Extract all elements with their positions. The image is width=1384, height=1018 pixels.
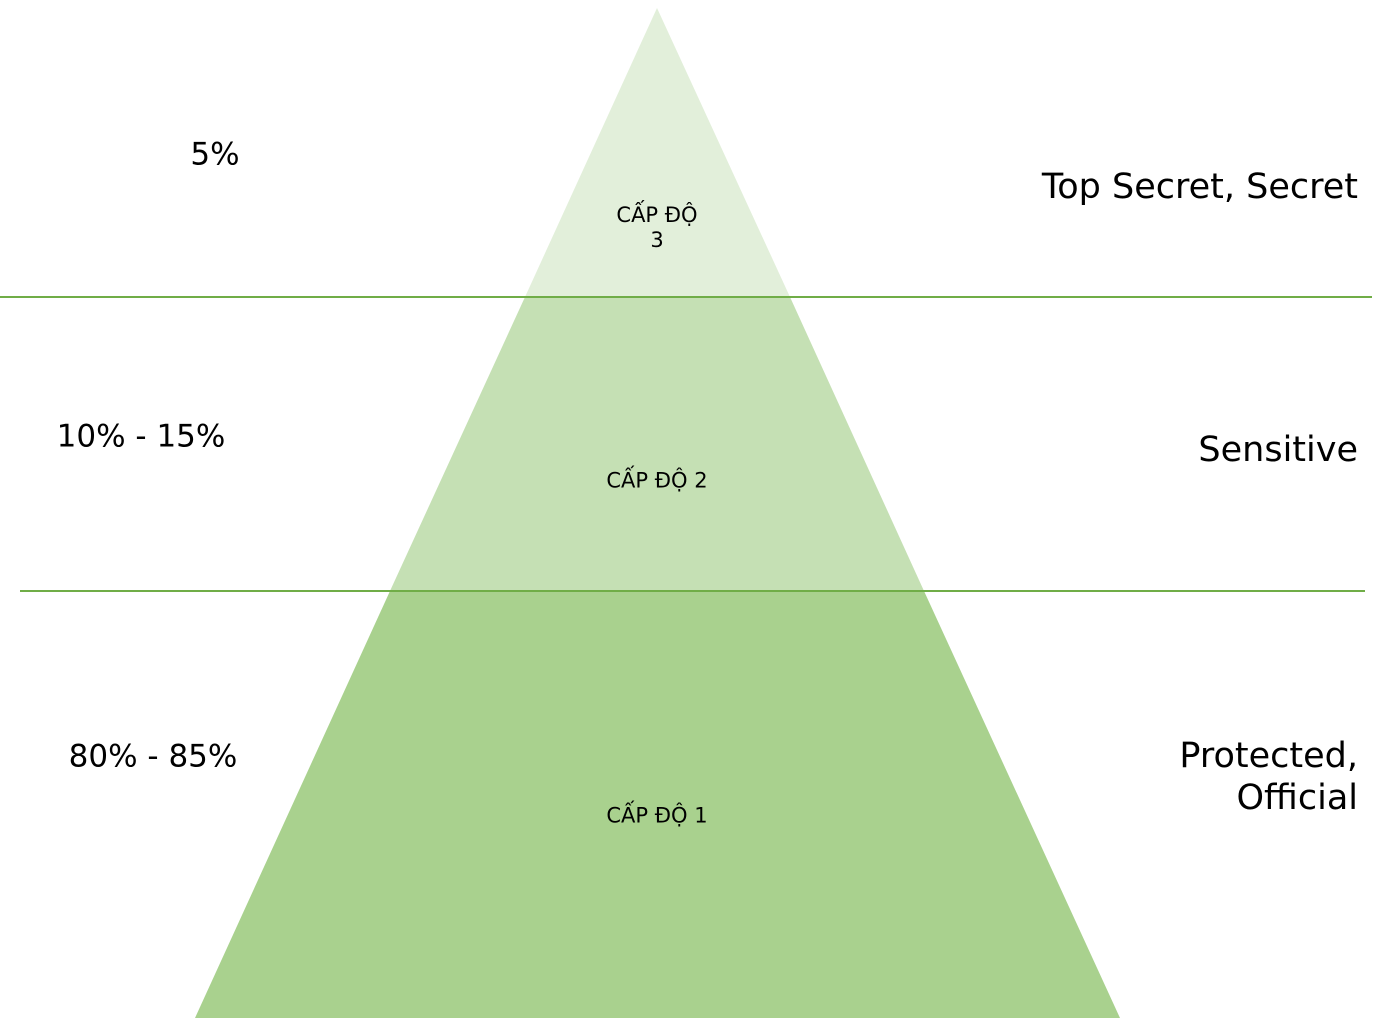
layer-bottom xyxy=(195,591,1120,1018)
layer-top xyxy=(525,8,790,297)
level-label: CẤP ĐỘ 1 xyxy=(606,803,708,828)
classification-label: Protected, Official xyxy=(1179,736,1358,818)
layer-middle xyxy=(390,297,924,591)
level-label: CẤP ĐỘ 3 xyxy=(616,202,698,252)
classification-label: Sensitive xyxy=(1198,430,1358,470)
share-label: 5% xyxy=(190,136,240,173)
share-label: 10% - 15% xyxy=(56,418,226,455)
classification-label: Top Secret, Secret xyxy=(1041,167,1358,207)
level-label: CẤP ĐỘ 2 xyxy=(606,468,708,493)
share-label: 80% - 85% xyxy=(68,738,238,775)
